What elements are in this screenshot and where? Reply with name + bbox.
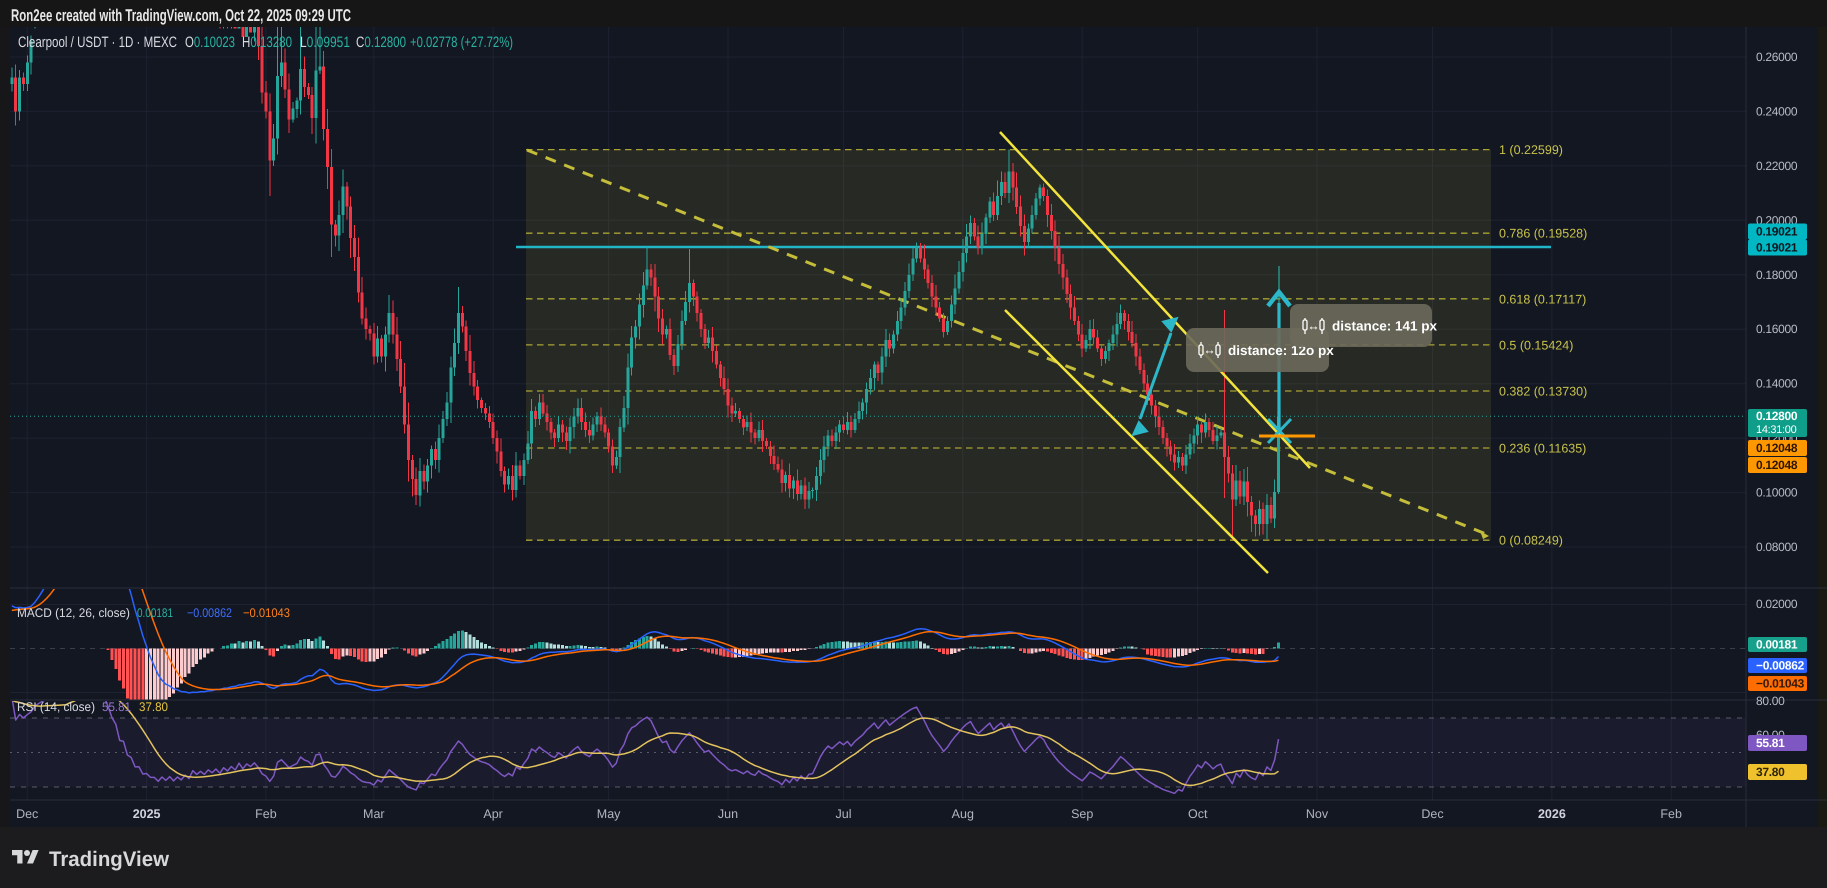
svg-text:0.24000: 0.24000 xyxy=(1756,104,1798,118)
svg-text:2026: 2026 xyxy=(1538,807,1566,821)
svg-text:Dec: Dec xyxy=(1421,807,1443,821)
svg-text:Nov: Nov xyxy=(1306,807,1329,821)
svg-text:0.12800: 0.12800 xyxy=(1756,409,1798,423)
svg-text:−0.01043: −0.01043 xyxy=(1756,677,1805,691)
svg-text:0.786 (0.19528): 0.786 (0.19528) xyxy=(1499,227,1587,241)
svg-text:0.12048: 0.12048 xyxy=(1756,458,1798,472)
svg-text:0.16000: 0.16000 xyxy=(1756,322,1798,336)
svg-text:0.22000: 0.22000 xyxy=(1756,159,1798,173)
svg-text:0.02000: 0.02000 xyxy=(1756,597,1798,611)
svg-text:L0.09951: L0.09951 xyxy=(300,34,350,51)
svg-text:0.08000: 0.08000 xyxy=(1756,540,1798,554)
svg-text:14:31:00: 14:31:00 xyxy=(1756,424,1797,436)
svg-text:Mar: Mar xyxy=(363,807,385,821)
svg-text:H0.13280: H0.13280 xyxy=(242,34,292,51)
svg-text:O0.10023: O0.10023 xyxy=(185,34,235,51)
svg-text:0.00181: 0.00181 xyxy=(137,606,173,620)
svg-text:Jun: Jun xyxy=(718,807,738,821)
svg-text:−0.01043: −0.01043 xyxy=(243,606,290,620)
svg-text:+0.02778 (+27.72%): +0.02778 (+27.72%) xyxy=(410,34,513,51)
svg-text:Jul: Jul xyxy=(836,807,852,821)
svg-text:Oct: Oct xyxy=(1188,807,1208,821)
svg-text:37.80: 37.80 xyxy=(139,700,168,714)
svg-text:Sep: Sep xyxy=(1071,807,1093,821)
svg-text:Clearpool / USDT · 1D · MEXC: Clearpool / USDT · 1D · MEXC xyxy=(18,34,177,51)
svg-text:0.5 (0.15424): 0.5 (0.15424) xyxy=(1499,338,1573,352)
svg-text:0.12048: 0.12048 xyxy=(1756,441,1798,455)
svg-text:−0.00862: −0.00862 xyxy=(187,606,232,620)
svg-text:0.618 (0.17117): 0.618 (0.17117) xyxy=(1499,292,1586,306)
svg-text:Feb: Feb xyxy=(1660,807,1682,821)
svg-text:distance: 141 px: distance: 141 px xyxy=(1332,319,1438,334)
svg-text:0.14000: 0.14000 xyxy=(1756,377,1798,391)
svg-text:TradingView: TradingView xyxy=(49,848,170,871)
svg-text:2025: 2025 xyxy=(133,807,161,821)
svg-text:0.10000: 0.10000 xyxy=(1756,486,1798,500)
svg-text:0.236 (0.11635): 0.236 (0.11635) xyxy=(1499,442,1586,456)
svg-text:Ron2ee created with TradingVie: Ron2ee created with TradingView.com, Oct… xyxy=(11,6,351,25)
svg-text:1 (0.22599): 1 (0.22599) xyxy=(1499,143,1563,157)
svg-text:37.80: 37.80 xyxy=(1756,765,1785,779)
svg-text:0 (0.08249): 0 (0.08249) xyxy=(1499,534,1563,548)
svg-text:↔: ↔ xyxy=(1307,319,1320,333)
svg-text:80.00: 80.00 xyxy=(1756,694,1785,708)
svg-text:C0.12800: C0.12800 xyxy=(356,34,406,51)
svg-text:May: May xyxy=(597,807,621,821)
svg-text:0.382 (0.13730): 0.382 (0.13730) xyxy=(1499,385,1587,399)
svg-text:↔: ↔ xyxy=(1203,343,1216,357)
svg-text:RSI (14, close): RSI (14, close) xyxy=(17,700,95,714)
svg-text:MACD (12, 26, close): MACD (12, 26, close) xyxy=(17,606,130,620)
svg-text:0.18000: 0.18000 xyxy=(1756,268,1798,282)
svg-text:Aug: Aug xyxy=(952,807,974,821)
svg-text:0.19021: 0.19021 xyxy=(1756,225,1798,239)
svg-text:0.19021: 0.19021 xyxy=(1756,241,1798,255)
svg-text:Dec: Dec xyxy=(16,807,38,821)
svg-text:0.00181: 0.00181 xyxy=(1756,638,1798,652)
svg-text:55.81: 55.81 xyxy=(102,700,131,714)
svg-text:−0.00862: −0.00862 xyxy=(1756,659,1805,673)
svg-text:Apr: Apr xyxy=(483,807,502,821)
svg-text:55.81: 55.81 xyxy=(1756,736,1785,750)
svg-text:0.26000: 0.26000 xyxy=(1756,50,1798,64)
svg-text:Feb: Feb xyxy=(255,807,277,821)
